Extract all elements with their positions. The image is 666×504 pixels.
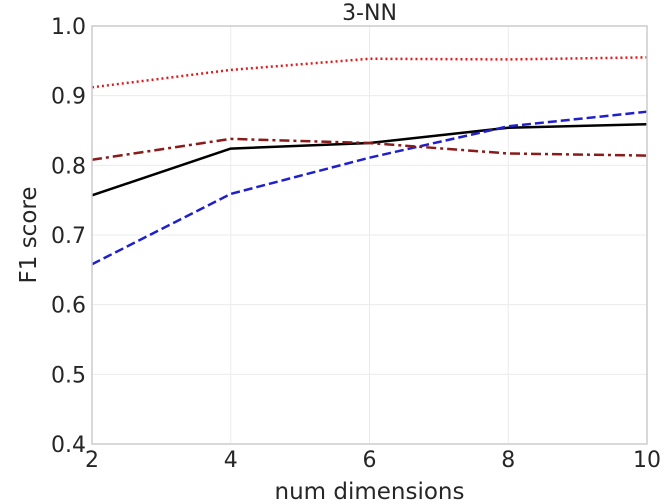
x-tick-label: 4	[224, 448, 238, 473]
x-tick-label: 10	[633, 448, 661, 473]
plot-series	[91, 56, 648, 266]
y-tick-label: 0.6	[51, 294, 86, 319]
series-line-3	[91, 110, 648, 266]
y-tick-label: 0.8	[51, 154, 86, 179]
x-tick-label: 2	[85, 448, 99, 473]
x-tick-labels: 2 4 6 8 10	[85, 448, 661, 473]
y-tick-label: 0.7	[51, 224, 86, 249]
y-tick-label: 1.0	[51, 15, 86, 40]
chart-title: 3-NN	[342, 1, 397, 26]
y-axis-title: F1 score	[16, 187, 42, 284]
grid-lines	[91, 25, 648, 445]
y-tick-label: 0.5	[51, 363, 86, 388]
y-tick-label: 0.4	[51, 433, 86, 458]
plot-frame	[91, 25, 648, 445]
x-tick-label: 8	[501, 448, 515, 473]
series-line-4	[91, 137, 648, 161]
y-tick-label: 0.9	[51, 85, 86, 110]
x-tick-label: 6	[363, 448, 377, 473]
x-axis-title: num dimensions	[275, 479, 465, 504]
y-tick-labels: 0.4 0.5 0.6 0.7 0.8 0.9 1.0	[51, 15, 86, 458]
